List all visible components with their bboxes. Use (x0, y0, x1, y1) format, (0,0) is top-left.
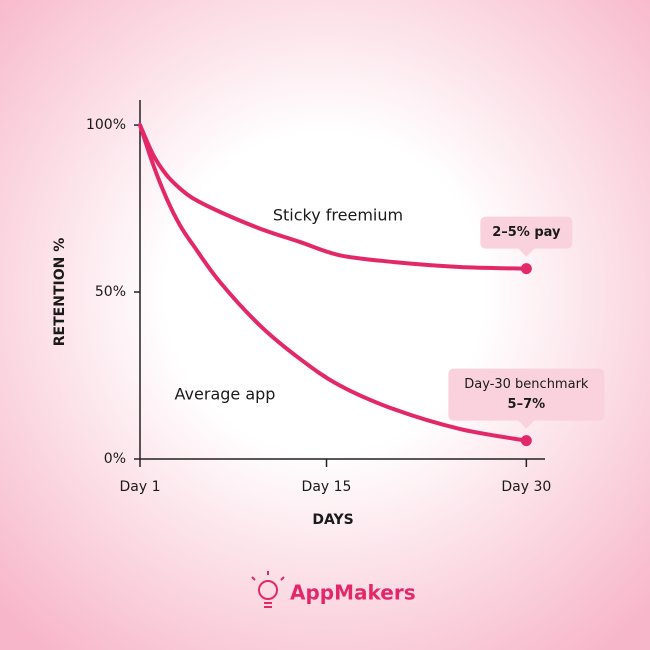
x-axis-label: DAYS (312, 512, 353, 528)
end-point (520, 263, 532, 275)
series-label: Sticky freemium (273, 206, 403, 225)
callout-text: Day-30 benchmark (464, 377, 589, 392)
brand-name: AppMakers (290, 581, 416, 605)
y-tick-label: 100% (86, 117, 126, 133)
callout-text: 2–5% pay (492, 225, 561, 240)
callout: 2–5% pay (480, 216, 573, 257)
callout-box (448, 368, 605, 429)
y-tick-label: 0% (104, 451, 126, 467)
x-tick-label: Day 1 (119, 479, 160, 495)
x-tick-label: Day 30 (501, 479, 551, 495)
x-tick-label: Day 15 (302, 479, 352, 495)
series-label: Average app (175, 385, 276, 404)
y-tick-label: 50% (95, 284, 126, 300)
y-axis-label: RETENTION % (52, 238, 68, 346)
series-line (138, 123, 529, 271)
end-point (520, 435, 532, 447)
series-line (138, 123, 529, 443)
callout-emphasis: 5–7% (508, 397, 546, 412)
callout: Day-30 benchmark 5–7% (448, 368, 605, 429)
brand: AppMakers (251, 571, 416, 608)
callout-box (480, 216, 573, 257)
brand-icon (251, 571, 285, 608)
